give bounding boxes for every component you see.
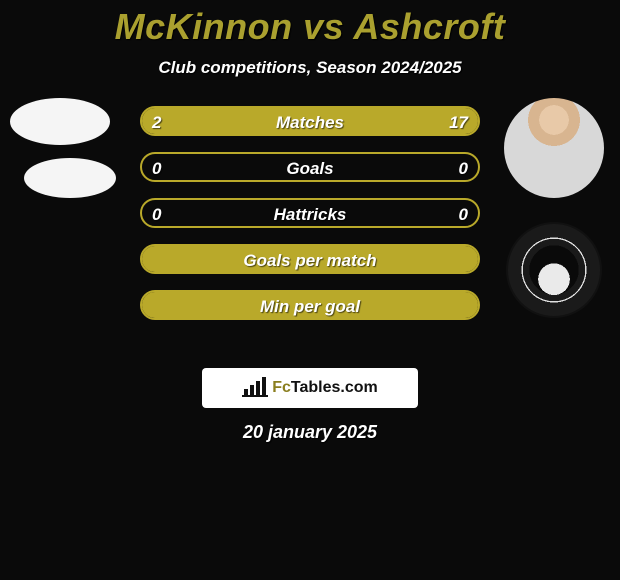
bar-value-right: 0 [459,200,468,228]
bar-label: Matches [142,108,478,136]
page-title: McKinnon vs Ashcroft [0,6,620,48]
bars-container: Matches217Goals00Hattricks00Goals per ma… [140,106,480,336]
bar-chart-icon [242,375,268,402]
brand-rest: Tables.com [291,379,378,396]
bar-value-right: 0 [459,154,468,182]
header: McKinnon vs Ashcroft Club competitions, … [0,0,620,78]
bar-value-left: 0 [152,200,161,228]
bar-row: Hattricks0 0 [140,198,480,228]
brand-prefix: Fc [272,379,291,396]
bar-row: Goals per match [140,244,480,274]
comparison-chart: Matches217Goals00Hattricks00Goals per ma… [0,112,620,362]
bar-label: Goals per match [142,246,478,274]
bar-value-right: 17 [449,108,468,136]
player-left-club-badge [24,158,116,198]
bar-row: Min per goal [140,290,480,320]
bar-row: Matches2 17 [140,106,480,136]
page-subtitle: Club competitions, Season 2024/2025 [0,58,620,78]
bar-label: Goals [142,154,478,182]
brand-box: FcTables.com [202,368,418,408]
bar-value-left: 0 [152,154,161,182]
bar-row: Goals0 0 [140,152,480,182]
footer-date: 20 january 2025 [0,422,620,443]
bar-value-left: 2 [152,108,161,136]
player-left-avatar [10,98,110,145]
player-right-avatar [504,98,604,198]
brand-text: FcTables.com [272,379,378,397]
player-right-club-badge [506,222,602,318]
bar-label: Hattricks [142,200,478,228]
bar-label: Min per goal [142,292,478,320]
